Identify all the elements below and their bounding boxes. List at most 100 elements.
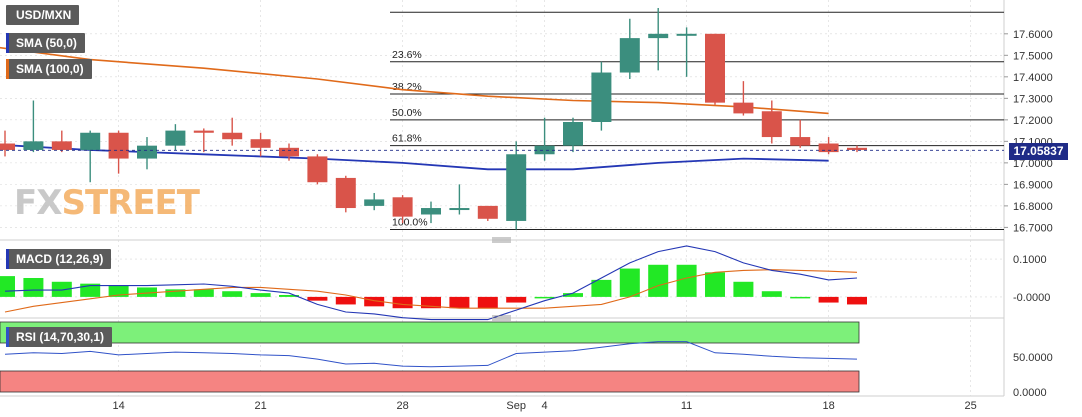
macd-histogram-bar bbox=[534, 296, 555, 299]
watermark-part2: STREET bbox=[61, 183, 200, 223]
sma100-swatch bbox=[6, 59, 9, 79]
candle-body-up bbox=[506, 154, 527, 221]
candle-body-up bbox=[591, 72, 612, 122]
legend-sma50[interactable]: SMA (50,0) bbox=[6, 33, 85, 53]
time-tick-label: 4 bbox=[542, 400, 548, 412]
rsi-tick-label: 50.0000 bbox=[1013, 352, 1053, 364]
candle-body-up bbox=[619, 38, 640, 73]
legend-macd[interactable]: MACD (12,26,9) bbox=[6, 249, 112, 269]
sma100-label: SMA (100,0) bbox=[16, 62, 84, 76]
fibonacci-levels: 23.6%38.2%50.0%61.8%100.0% bbox=[390, 11, 1004, 231]
macd-histogram-bar bbox=[335, 296, 356, 305]
candle-body-up bbox=[676, 33, 697, 36]
price-tick-label: 16.7000 bbox=[1013, 222, 1053, 234]
macd-histogram-bar bbox=[477, 296, 498, 309]
candle-body-up bbox=[421, 208, 441, 215]
candle-body-down bbox=[335, 177, 356, 209]
candle-body-up bbox=[449, 208, 470, 211]
sma50-label: SMA (50,0) bbox=[16, 36, 77, 50]
candle-body-up bbox=[137, 145, 157, 159]
rsi-label: RSI (14,70,30,1) bbox=[16, 330, 105, 344]
candle-body-up bbox=[80, 132, 101, 150]
macd-line bbox=[4, 245, 858, 321]
sma100-line bbox=[0, 46, 829, 115]
macd-histogram-bar bbox=[449, 296, 470, 309]
macd-histogram-bar bbox=[761, 291, 782, 297]
axes: 17.600017.500017.400017.300017.200017.10… bbox=[112, 29, 1053, 412]
macd-histogram-bar bbox=[619, 268, 640, 297]
macd-histogram-bar bbox=[279, 295, 299, 297]
candle-body-down bbox=[193, 130, 214, 133]
price-tick-label: 17.6000 bbox=[1013, 29, 1053, 41]
macd-histogram-bar bbox=[23, 278, 44, 297]
candle-body-up bbox=[165, 130, 186, 146]
macd-histogram-bar bbox=[563, 293, 583, 297]
macd-histogram-bar bbox=[733, 281, 754, 297]
macd-histogram-bar bbox=[307, 296, 328, 301]
macd-histogram-bar bbox=[818, 296, 839, 303]
macd-histogram-bar bbox=[506, 296, 527, 303]
macd-histogram-bar bbox=[676, 264, 697, 297]
candle-body-down bbox=[392, 197, 413, 217]
macd-histogram-bar bbox=[193, 289, 214, 297]
candle-body-down bbox=[705, 33, 725, 103]
symbol-label: USD/MXN bbox=[16, 8, 72, 22]
candle-body-down bbox=[250, 139, 271, 148]
candle-body-down bbox=[279, 147, 299, 157]
macd-label: MACD (12,26,9) bbox=[16, 252, 104, 266]
macd-histogram-bar bbox=[364, 296, 385, 307]
legend-symbol[interactable]: USD/MXN bbox=[6, 5, 80, 25]
fib-level-label: 50.0% bbox=[392, 107, 422, 119]
candle-body-up bbox=[23, 141, 44, 150]
price-tick-label: 17.3000 bbox=[1013, 93, 1053, 105]
price-tick-label: 17.2000 bbox=[1013, 115, 1053, 127]
macd-histogram-bar bbox=[137, 287, 157, 297]
macd-histogram-bar bbox=[165, 289, 186, 297]
last-price-tag: 17.05837 bbox=[1009, 143, 1068, 160]
rsi-line bbox=[4, 341, 858, 368]
legend-sma100[interactable]: SMA (100,0) bbox=[6, 59, 92, 79]
time-tick-label: 28 bbox=[396, 400, 408, 412]
time-tick-label: Sep bbox=[506, 400, 526, 412]
fxstreet-watermark: FXSTREET bbox=[14, 183, 200, 223]
time-tick-label: 11 bbox=[681, 400, 692, 412]
candle-body-down bbox=[222, 132, 243, 140]
candle-body-down bbox=[847, 147, 867, 150]
macd-histogram-bar bbox=[847, 296, 867, 305]
macd-histogram-bar bbox=[705, 272, 725, 297]
candle-body-down bbox=[477, 205, 498, 219]
rsi-overbought-zone bbox=[0, 321, 860, 344]
macd-histogram-bar bbox=[591, 279, 612, 297]
macd-tick-label: -0.0000 bbox=[1013, 292, 1050, 304]
candlesticks bbox=[0, 8, 1004, 230]
candle-body-down bbox=[761, 111, 782, 138]
macd-swatch bbox=[6, 249, 9, 269]
candle-body-down bbox=[307, 156, 328, 183]
candle-body-down bbox=[818, 143, 839, 153]
rsi-zones bbox=[0, 321, 860, 393]
macd-histogram-bar bbox=[790, 296, 811, 299]
candle-body-up bbox=[364, 199, 385, 206]
price-tick-label: 16.8000 bbox=[1013, 201, 1053, 213]
price-tick-label: 17.4000 bbox=[1013, 72, 1053, 84]
candle-body-down bbox=[733, 102, 754, 114]
price-tick-label: 17.5000 bbox=[1013, 50, 1053, 62]
macd-histogram-bar bbox=[648, 264, 669, 297]
legend-rsi[interactable]: RSI (14,70,30,1) bbox=[6, 327, 113, 347]
time-tick-label: 18 bbox=[822, 400, 834, 412]
candle-body-down bbox=[790, 137, 811, 146]
macd-histogram-bar bbox=[421, 296, 441, 309]
pane-handle-rsi[interactable] bbox=[492, 315, 511, 321]
macd-histogram-bar bbox=[108, 285, 129, 297]
candle-body-down bbox=[51, 141, 72, 150]
time-tick-label: 14 bbox=[112, 400, 124, 412]
fib-level-label: 61.8% bbox=[392, 133, 422, 145]
rsi-oversold-zone bbox=[0, 370, 860, 393]
rsi-pane bbox=[4, 341, 858, 368]
pane-handle-macd[interactable] bbox=[492, 237, 511, 243]
time-tick-label: 25 bbox=[964, 400, 976, 412]
price-tick-label: 16.9000 bbox=[1013, 179, 1053, 191]
rsi-swatch bbox=[6, 327, 9, 347]
candle-body-down bbox=[0, 143, 15, 150]
